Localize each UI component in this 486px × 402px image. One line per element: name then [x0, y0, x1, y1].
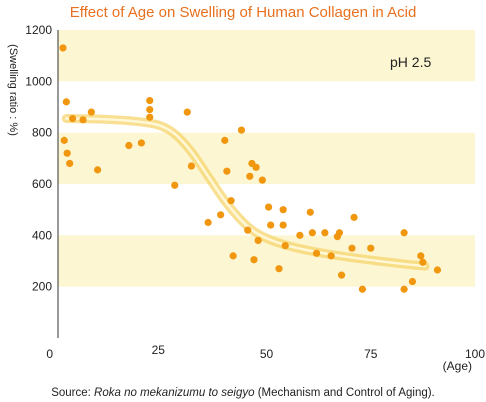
- data-point: [419, 258, 427, 266]
- x-tick-label: 25: [152, 343, 166, 357]
- trend-layer: [61, 114, 430, 271]
- data-point: [60, 136, 68, 144]
- data-point: [146, 105, 154, 114]
- data-point: [327, 252, 335, 260]
- data-point: [264, 203, 273, 211]
- source-title: Roka no mekanizumu to seigyo: [94, 387, 255, 399]
- y-tick-label: 600: [32, 177, 52, 191]
- chart-title: Effect of Age on Swelling of Human Colla…: [70, 4, 417, 21]
- data-point: [275, 265, 283, 273]
- data-point: [337, 271, 346, 279]
- x-tick-label: 100: [465, 347, 485, 361]
- origin-tick-label: 0: [46, 347, 53, 361]
- data-point: [246, 172, 254, 180]
- data-point: [250, 256, 258, 264]
- data-point: [237, 126, 246, 134]
- data-point: [227, 197, 235, 205]
- y-tick-label: 800: [32, 126, 52, 140]
- data-point: [125, 141, 133, 150]
- data-point: [417, 252, 425, 260]
- data-point: [59, 44, 67, 52]
- data-point: [146, 96, 154, 105]
- data-point: [94, 166, 102, 174]
- data-point: [258, 176, 266, 184]
- points-layer: [59, 44, 442, 293]
- data-point: [217, 211, 225, 219]
- data-point: [221, 136, 229, 144]
- ph-annotation: pH 2.5: [390, 54, 431, 70]
- data-point: [358, 285, 367, 293]
- data-point: [281, 242, 289, 250]
- data-point: [306, 208, 314, 216]
- data-point: [335, 229, 344, 237]
- data-point: [312, 249, 321, 257]
- y-tick-label: 1000: [25, 74, 52, 88]
- data-point: [244, 226, 252, 234]
- data-point: [252, 163, 260, 171]
- data-point: [183, 108, 191, 116]
- data-point: [223, 167, 231, 175]
- data-point: [321, 229, 329, 237]
- grid-band-0: [58, 30, 475, 82]
- data-point: [367, 244, 375, 252]
- data-point: [348, 244, 356, 252]
- data-point: [62, 98, 70, 106]
- y-tick-label: 200: [32, 280, 52, 294]
- data-point: [204, 218, 212, 227]
- data-point: [229, 252, 237, 260]
- data-point: [63, 149, 71, 157]
- data-point: [87, 108, 95, 116]
- source-note: Source: Roka no mekanizumu to seigyo (Me…: [51, 387, 435, 399]
- data-point: [171, 181, 179, 189]
- data-point: [400, 229, 408, 237]
- data-point: [279, 221, 287, 229]
- data-point: [146, 113, 154, 121]
- data-point: [400, 285, 408, 293]
- grid-band-1: [58, 132, 475, 184]
- x-axis-label: (Age): [443, 359, 472, 373]
- source-prefix: Source:: [51, 387, 94, 399]
- trend-line: [65, 117, 427, 268]
- data-point: [79, 116, 87, 124]
- ticks-layer: 200 400 600 800 1000 1200 0 50 75 100 25: [25, 23, 485, 361]
- data-point: [66, 159, 74, 168]
- data-point: [137, 139, 145, 147]
- y-axis-label: (Swelling ratio : %): [7, 44, 19, 136]
- data-point: [267, 221, 275, 229]
- data-point: [433, 266, 442, 274]
- data-point: [187, 162, 196, 170]
- x-tick-label: 50: [260, 347, 274, 361]
- data-point: [308, 229, 316, 237]
- data-point: [350, 213, 358, 221]
- y-tick-label: 400: [32, 228, 52, 242]
- y-tick-label: 1200: [25, 23, 52, 37]
- data-point: [296, 231, 304, 239]
- data-point: [68, 114, 77, 123]
- data-point: [408, 277, 417, 286]
- x-tick-label: 75: [364, 347, 378, 361]
- data-point: [279, 206, 287, 214]
- source-suffix: (Mechanism and Control of Aging).: [255, 387, 435, 399]
- data-point: [254, 236, 262, 245]
